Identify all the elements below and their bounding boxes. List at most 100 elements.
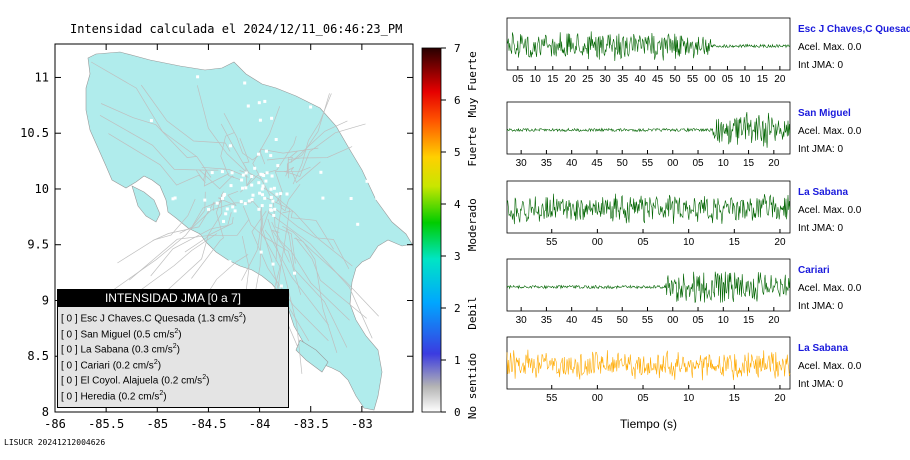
waveform-frame	[506, 17, 791, 71]
legend-unit-exp: 2	[202, 374, 207, 381]
map-ytick-label: 8.5	[27, 349, 49, 363]
road	[179, 200, 223, 234]
time-tick-label: 10	[530, 74, 542, 85]
road	[128, 219, 250, 281]
legend-accel: (0.3 cm/s	[131, 344, 173, 356]
time-tick-label: 00	[667, 315, 679, 326]
time-tick-label: 15	[547, 74, 559, 85]
map-xtick-label: -83.5	[293, 417, 329, 431]
station-point	[131, 197, 135, 201]
road	[220, 123, 254, 187]
station-point	[251, 193, 255, 197]
station-point	[131, 206, 135, 210]
accel-max-label: Acel. Max. 0.0	[798, 42, 862, 53]
time-tick-label: 15	[729, 237, 741, 248]
station-point	[257, 101, 261, 105]
station-point	[258, 191, 262, 195]
map-xtick-label: -84	[249, 417, 271, 431]
time-tick-label: 30	[516, 158, 528, 169]
station-point	[233, 209, 237, 213]
map-xtick-label: -85	[146, 417, 168, 431]
station-name-label: La Sabana	[798, 187, 849, 198]
road	[274, 207, 350, 270]
int-jma-label: Int JMA: 0	[798, 144, 844, 155]
waveform-panel: 30 35 40 45 50 55 00 05 10 15 20	[506, 258, 791, 326]
legend-row: [ 0 ] Cariari (0.2 cm/s2)	[61, 359, 161, 371]
station-point	[261, 193, 264, 197]
colorbar	[421, 47, 442, 413]
map-axes: -86 -85.5 -85 -84.5 -84 -83.5 -83 11 10.5 10 9.5 9 8…	[20, 44, 413, 431]
station-point	[260, 204, 264, 208]
time-tick-label: 00	[592, 237, 604, 248]
station-point	[261, 184, 265, 188]
time-axis-label: Tiempo (s)	[620, 417, 677, 431]
waveform-panel: 55 00 05 10 15 20	[506, 336, 791, 404]
station-point	[265, 171, 269, 175]
station-point	[246, 104, 250, 108]
waveform-line	[506, 271, 791, 303]
time-tick-label: 20	[768, 158, 780, 169]
road	[280, 183, 301, 212]
colorbar-tick-label: 5	[454, 146, 461, 159]
legend-station: El Coyol. Alajuela	[80, 375, 162, 387]
station-point	[223, 192, 227, 196]
waveform-line	[506, 31, 791, 62]
int-jma-label: Int JMA: 0	[798, 60, 844, 71]
time-tick-label: 45	[591, 158, 603, 169]
road	[91, 61, 212, 178]
station-point	[263, 99, 267, 103]
road	[266, 120, 348, 164]
time-tick-label: 55	[546, 237, 558, 248]
station-point	[270, 116, 274, 120]
legend-accel: (0.2 cm/s	[112, 359, 154, 371]
legend-unit-exp: 2	[153, 358, 158, 366]
road	[284, 161, 321, 184]
station-point	[257, 152, 260, 156]
station-point	[270, 174, 274, 178]
station-point	[243, 202, 247, 206]
road	[267, 212, 373, 339]
colorbar-level-label: Debil	[466, 297, 479, 330]
station-point	[319, 80, 323, 84]
station-point	[231, 205, 235, 209]
time-tick-label: 05	[722, 74, 734, 85]
legend-title: INTENSIDAD JMA [0 a 7]	[57, 289, 289, 307]
time-tick-label: 00	[592, 393, 604, 404]
legend-jma: [ 0 ]	[61, 359, 81, 371]
legend-jma: [ 0 ]	[61, 390, 81, 402]
legend-station: San Miguel	[80, 328, 134, 340]
station-point	[271, 262, 275, 266]
road	[152, 201, 215, 241]
legend-station: La Sabana	[80, 344, 132, 356]
map-xtick-label: -84.5	[190, 417, 226, 431]
legend-accel: (0.2 cm/s	[118, 390, 160, 402]
time-tick-label: 35	[617, 74, 629, 85]
time-tick-label: 20	[774, 74, 786, 85]
station-point	[274, 138, 278, 141]
station-point	[349, 197, 353, 200]
map-xtick-label: -85.5	[88, 417, 124, 431]
road	[117, 198, 196, 264]
station-point	[230, 171, 234, 175]
time-tick-label: 40	[566, 158, 578, 169]
road	[218, 190, 239, 207]
legend-close: )	[157, 359, 162, 371]
legend-unit-exp: 2	[238, 312, 243, 319]
waveform-line	[506, 193, 791, 225]
legend-accel: (1.3 cm/s	[197, 313, 239, 325]
map-xtick-label: -86	[44, 417, 66, 431]
station-point	[250, 183, 254, 187]
map-title: Intensidad calculada el 2024/12/11_06:46…	[70, 22, 403, 36]
road	[109, 191, 206, 293]
time-tick-label: 10	[739, 74, 751, 85]
station-point	[269, 195, 273, 199]
legend-accel: (0.2 cm/s	[161, 375, 203, 387]
time-tick-label: 30	[600, 74, 612, 85]
legend-jma: [ 0 ]	[61, 344, 81, 356]
time-tick-label: 45	[652, 74, 664, 85]
station-point	[272, 213, 276, 217]
station-point	[260, 187, 264, 191]
station-point	[375, 196, 379, 200]
station-point	[269, 204, 273, 208]
station-point	[247, 199, 251, 203]
